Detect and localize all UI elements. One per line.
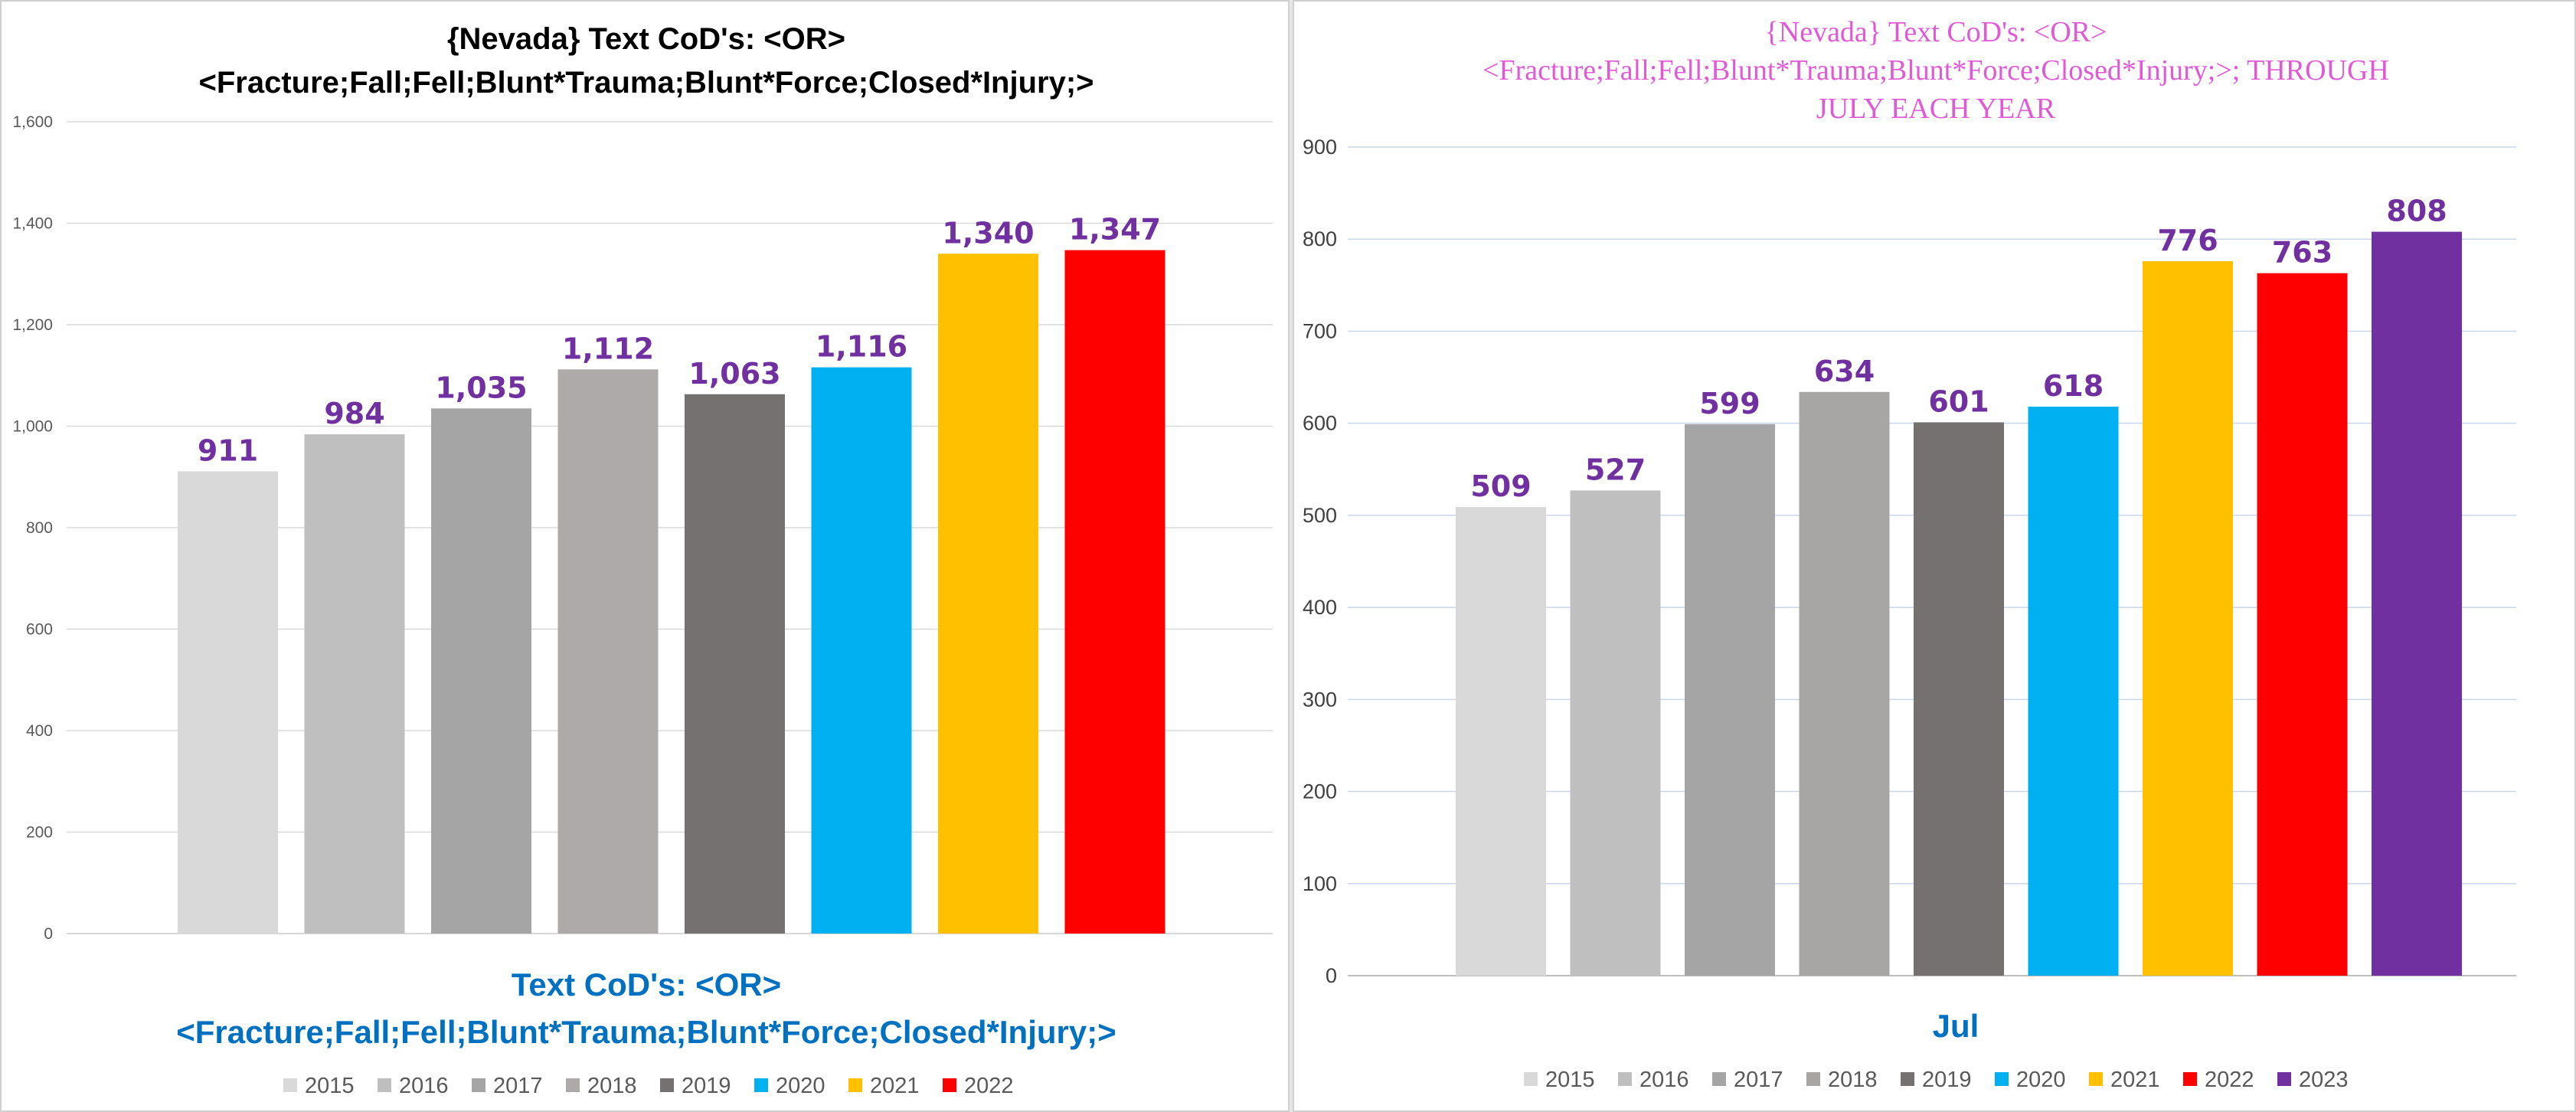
y-tick-label: 600 bbox=[1303, 412, 1337, 435]
legend-swatch-2017 bbox=[1712, 1072, 1726, 1086]
legend-label-2022: 2022 bbox=[964, 1074, 1014, 1098]
bar-2021 bbox=[2143, 261, 2233, 976]
legend-swatch-2015 bbox=[1524, 1072, 1538, 1086]
legend-swatch-2019 bbox=[660, 1078, 674, 1092]
legend-label-2020: 2020 bbox=[776, 1074, 825, 1098]
y-tick-label: 900 bbox=[1303, 136, 1337, 159]
bar-2020 bbox=[2028, 407, 2119, 976]
bar-2023 bbox=[2372, 231, 2462, 976]
y-tick-label: 300 bbox=[1303, 688, 1337, 711]
chart-title-line: <Fracture;Fall;Fell;Blunt*Trauma;Blunt*F… bbox=[198, 66, 1093, 100]
legend-swatch-2016 bbox=[378, 1078, 391, 1092]
legend-swatch-2022 bbox=[943, 1078, 956, 1092]
data-label-2017: 599 bbox=[1699, 387, 1760, 420]
legend-label-2020: 2020 bbox=[2016, 1068, 2066, 1092]
legend-label-2019: 2019 bbox=[682, 1074, 731, 1098]
data-label-2018: 634 bbox=[1814, 355, 1875, 388]
chart-title-line: <Fracture;Fall;Fell;Blunt*Trauma;Blunt*F… bbox=[1483, 54, 2389, 87]
legend-swatch-2018 bbox=[566, 1078, 580, 1092]
y-tick-label: 1,600 bbox=[12, 113, 53, 131]
legend-label-2016: 2016 bbox=[399, 1074, 449, 1098]
legend-swatch-2018 bbox=[1806, 1072, 1820, 1086]
y-tick-label: 1,400 bbox=[12, 215, 53, 233]
bar-2018 bbox=[1799, 391, 1890, 976]
bar-2022 bbox=[2257, 273, 2348, 976]
bar-2016 bbox=[1570, 490, 1661, 976]
y-tick-label: 600 bbox=[26, 621, 53, 639]
data-label-2019: 601 bbox=[1928, 384, 1989, 418]
legend-label-2018: 2018 bbox=[1828, 1068, 1878, 1092]
bar-2017 bbox=[431, 408, 531, 934]
bar-2022 bbox=[1064, 250, 1165, 934]
y-tick-label: 1,000 bbox=[12, 418, 53, 436]
y-tick-label: 1,200 bbox=[12, 316, 53, 334]
legend-swatch-2021 bbox=[2089, 1072, 2103, 1086]
chart-right-panel: {Nevada} Text CoD's: <OR> <Fracture;Fall;… bbox=[1293, 0, 2576, 1112]
legend-label-2017: 2017 bbox=[1734, 1068, 1783, 1092]
bar-2015 bbox=[1456, 507, 1546, 976]
bar-2017 bbox=[1685, 424, 1775, 976]
category-label: Jul bbox=[1933, 1008, 1979, 1044]
chart-title-line: {Nevada} Text CoD's: <OR> bbox=[1765, 16, 2107, 48]
y-tick-label: 400 bbox=[26, 722, 53, 740]
data-label-2020: 1,116 bbox=[816, 330, 907, 364]
data-label-2018: 1,112 bbox=[562, 332, 654, 365]
legend-label-2023: 2023 bbox=[2299, 1068, 2349, 1092]
chart-title-line: JULY EACH YEAR bbox=[1816, 93, 2056, 125]
y-tick-label: 0 bbox=[1326, 964, 1337, 987]
y-tick-label: 800 bbox=[26, 519, 53, 537]
chart-right: {Nevada} Text CoD's: <OR> <Fracture;Fall;… bbox=[1303, 16, 2516, 1092]
legend-swatch-2016 bbox=[1618, 1072, 1632, 1086]
bar-2019 bbox=[685, 394, 785, 934]
y-tick-label: 100 bbox=[1303, 872, 1337, 895]
legend-label-2017: 2017 bbox=[493, 1074, 543, 1098]
data-label-2017: 1,035 bbox=[435, 371, 527, 404]
legend-label-2018: 2018 bbox=[587, 1074, 637, 1098]
data-label-2015: 911 bbox=[198, 433, 258, 467]
y-tick-label: 500 bbox=[1303, 504, 1337, 527]
legend-label-2021: 2021 bbox=[2110, 1068, 2160, 1092]
y-tick-label: 200 bbox=[26, 824, 53, 842]
legend-label-2021: 2021 bbox=[870, 1074, 920, 1098]
data-label-2016: 527 bbox=[1585, 453, 1646, 486]
legend-swatch-2017 bbox=[472, 1078, 485, 1092]
legend-label-2016: 2016 bbox=[1639, 1068, 1689, 1092]
data-label-2022: 1,347 bbox=[1069, 213, 1161, 247]
legend-label-2015: 2015 bbox=[305, 1074, 355, 1098]
bar-2016 bbox=[304, 434, 405, 934]
x-axis-title-line: <Fracture;Fall;Fell;Blunt*Trauma;Blunt*F… bbox=[176, 1014, 1116, 1050]
y-tick-label: 700 bbox=[1303, 319, 1337, 342]
bar-2018 bbox=[557, 369, 659, 934]
data-label-2021: 776 bbox=[2157, 224, 2218, 257]
chart-title-line: {Nevada} Text CoD's: <OR> bbox=[447, 22, 845, 56]
y-tick-label: 800 bbox=[1303, 227, 1337, 250]
data-label-2021: 1,340 bbox=[942, 216, 1034, 250]
legend-swatch-2015 bbox=[283, 1078, 297, 1092]
legend-swatch-2020 bbox=[1995, 1072, 2009, 1086]
x-axis-title-line: Text CoD's: <OR> bbox=[512, 966, 781, 1002]
bar-2021 bbox=[938, 253, 1038, 934]
chart-left-panel: {Nevada} Text CoD's: <OR> <Fracture;Fall;… bbox=[0, 0, 1290, 1112]
legend-swatch-2020 bbox=[754, 1078, 768, 1092]
data-label-2019: 1,063 bbox=[688, 357, 780, 391]
y-tick-label: 400 bbox=[1303, 596, 1337, 619]
data-label-2022: 763 bbox=[2272, 236, 2332, 270]
bar-2015 bbox=[178, 471, 278, 934]
legend-label-2022: 2022 bbox=[2205, 1068, 2254, 1092]
y-tick-label: 0 bbox=[44, 925, 53, 943]
y-tick-label: 200 bbox=[1303, 780, 1337, 803]
bar-2019 bbox=[1914, 422, 2004, 976]
legend-swatch-2022 bbox=[2183, 1072, 2197, 1086]
data-label-2020: 618 bbox=[2043, 369, 2104, 403]
legend-swatch-2019 bbox=[1901, 1072, 1914, 1086]
data-label-2016: 984 bbox=[324, 397, 384, 430]
bar-2020 bbox=[811, 367, 912, 934]
legend-label-2015: 2015 bbox=[1545, 1068, 1595, 1092]
legend-label-2019: 2019 bbox=[1922, 1068, 1972, 1092]
legend-swatch-2023 bbox=[2277, 1072, 2291, 1086]
chart-left: {Nevada} Text CoD's: <OR> <Fracture;Fall;… bbox=[12, 22, 1273, 1098]
legend-swatch-2021 bbox=[848, 1078, 862, 1092]
data-label-2015: 509 bbox=[1470, 469, 1531, 503]
data-label-2023: 808 bbox=[2386, 195, 2447, 228]
